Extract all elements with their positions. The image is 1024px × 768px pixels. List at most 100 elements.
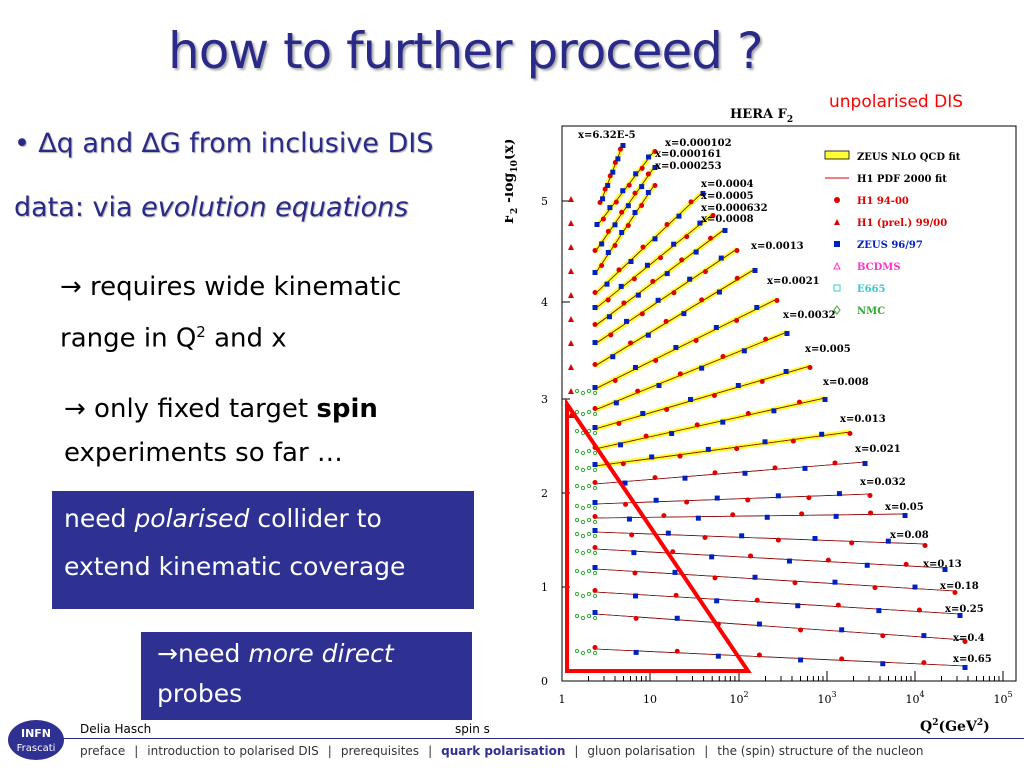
data-point-zeus	[622, 480, 628, 486]
data-point-zeus	[645, 332, 651, 338]
point-1: → requires wide kinematic range in Q2 an…	[60, 270, 401, 356]
data-point-zeus	[674, 615, 680, 621]
data-point-h1	[922, 543, 928, 548]
x-bin-label: x=0.0008	[701, 214, 754, 225]
x-bin-label: x=0.08	[890, 530, 929, 541]
data-point-h1	[775, 537, 781, 543]
data-point-h1	[661, 513, 667, 519]
nav-item[interactable]: prerequisites	[340, 744, 420, 758]
legend-marker	[834, 197, 840, 203]
data-point-h1	[652, 149, 658, 154]
data-point-nmc	[592, 430, 598, 436]
data-point-zeus	[624, 318, 630, 324]
hera-f2-plot: HERA F2 012345110102103104105F2 -log10(x…	[505, 107, 1017, 735]
data-point-zeus	[783, 369, 789, 374]
x-bin-label: x=0.032	[860, 477, 906, 488]
plot-heading: HERA F2	[730, 107, 793, 125]
data-point-nmc	[586, 388, 592, 394]
data-point-zeus	[631, 550, 637, 556]
probes-box: →need more direct probes	[141, 632, 472, 720]
data-point-zeus	[739, 533, 745, 539]
data-point-h1	[962, 639, 968, 644]
legend-marker	[834, 241, 840, 247]
data-point-h1	[592, 514, 598, 519]
data-point-nmc	[580, 533, 586, 539]
data-point-nmc	[592, 533, 598, 539]
data-point-nmc	[586, 483, 592, 489]
data-point-nmc	[574, 409, 580, 415]
data-point-h1	[702, 269, 708, 275]
data-point-h1	[748, 553, 754, 559]
legend-marker	[833, 261, 841, 270]
data-point-zeus	[713, 325, 719, 330]
data-point-h1	[671, 290, 677, 296]
data-point-zeus	[619, 230, 625, 235]
data-point-h1-prelim	[568, 268, 574, 274]
data-point-nmc	[574, 591, 580, 597]
plot-frame	[561, 125, 1017, 682]
data-point-h1	[632, 190, 638, 196]
data-point-nmc	[592, 593, 598, 599]
data-point-zeus	[618, 283, 624, 289]
data-point-zeus	[592, 305, 598, 310]
pdf-fit-line	[594, 531, 926, 545]
pdf-fit-line	[594, 228, 726, 327]
nav-item[interactable]: preface	[80, 744, 126, 758]
x-bin-label: x=0.008	[823, 377, 869, 388]
nav-separator: |	[704, 744, 709, 758]
data-point-h1	[839, 656, 845, 662]
data-point-zeus	[716, 289, 722, 295]
nav-item[interactable]: introduction to polarised DIS	[147, 744, 319, 758]
legend-marker	[834, 219, 840, 225]
data-point-nmc	[586, 531, 592, 537]
nav-item[interactable]: gluon polarisation	[587, 744, 696, 758]
data-point-nmc	[592, 550, 598, 556]
data-point-h1	[792, 580, 798, 586]
data-point-zeus	[798, 657, 804, 663]
data-point-h1-prelim	[568, 340, 574, 346]
x-bin-label: x=0.13	[923, 559, 962, 570]
data-point-zeus	[632, 210, 638, 215]
data-point-h1	[639, 165, 645, 171]
data-point-nmc	[586, 648, 592, 654]
x-bin-label: x=0.25	[945, 604, 984, 615]
data-point-h1	[754, 597, 760, 603]
data-point-h1	[635, 388, 641, 394]
data-point-nmc	[580, 615, 586, 621]
slide-title: how to further proceed ?	[168, 22, 763, 80]
footer-divider	[60, 738, 1024, 739]
nav-item[interactable]: quark polarisation	[441, 744, 566, 758]
data-point-zeus	[762, 439, 768, 445]
data-point-h1-prelim	[568, 316, 574, 322]
bullet-line-1: • ∆q and ∆G from inclusive DIS	[14, 128, 433, 159]
data-point-zeus	[605, 250, 611, 255]
data-point-zeus	[682, 475, 688, 481]
data-point-h1	[592, 290, 598, 295]
y-tick-label: 4	[541, 296, 548, 309]
data-point-h1	[880, 633, 886, 639]
pdf-fit-line	[594, 461, 866, 485]
data-point-nmc	[574, 517, 580, 523]
data-point-h1	[734, 318, 740, 323]
data-point-zeus	[700, 191, 706, 196]
data-point-zeus	[752, 268, 758, 273]
x-bin-label: x=0.0032	[783, 310, 836, 321]
data-point-nmc	[592, 570, 598, 576]
data-point-zeus	[604, 281, 610, 287]
data-point-h1	[693, 338, 699, 343]
data-point-zeus	[864, 562, 870, 568]
data-point-zeus	[632, 365, 638, 370]
data-point-nmc	[580, 593, 586, 599]
pdf-fit-line	[594, 365, 811, 430]
data-point-h1	[625, 223, 631, 228]
data-point-zeus	[673, 345, 679, 350]
data-point-h1	[916, 607, 922, 613]
data-point-nmc	[592, 485, 598, 491]
data-point-h1	[658, 255, 664, 261]
data-point-h1	[756, 652, 762, 658]
data-point-zeus	[618, 442, 624, 448]
data-point-h1	[652, 183, 658, 188]
nav-separator: |	[134, 744, 139, 758]
data-point-zeus	[671, 241, 677, 247]
nav-item[interactable]: the (spin) structure of the nucleon	[717, 744, 924, 758]
